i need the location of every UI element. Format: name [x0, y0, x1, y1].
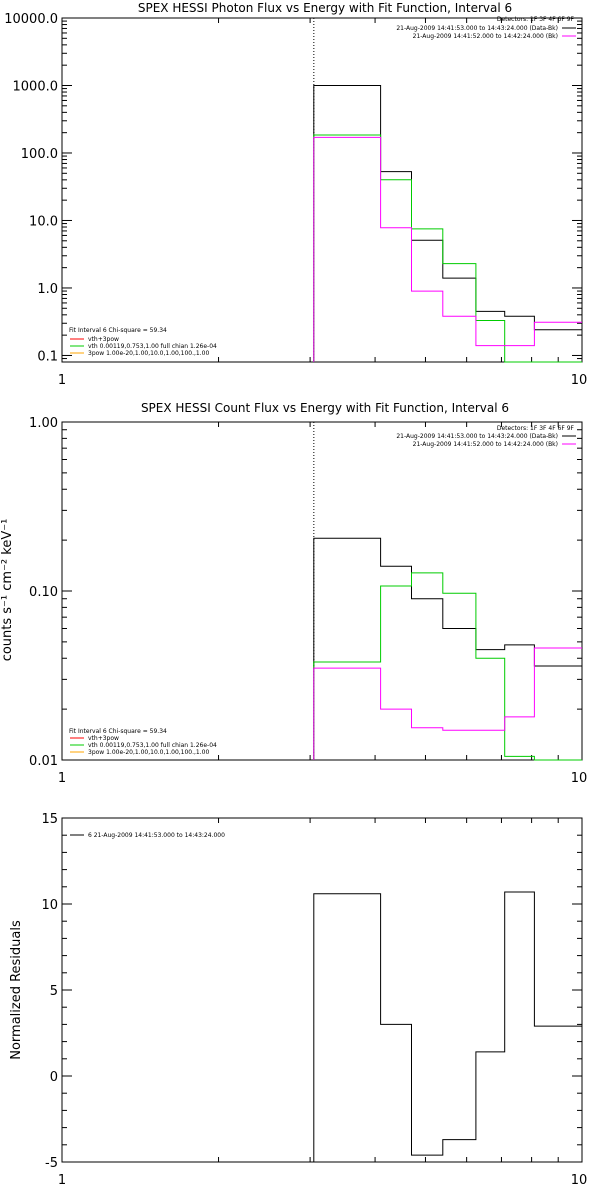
panel1-plot-frame [61, 17, 583, 363]
panel2-y-tick-label: 0.01 [29, 754, 58, 769]
panel3-x-tick-label: 10 [571, 1173, 588, 1188]
panel2-title: SPEX HESSI Count Flux vs Energy with Fit… [141, 401, 509, 415]
panel1-y-tick-label: 10.0 [29, 214, 58, 229]
panel1-top-legend-line-1: 21-Aug-2009 14:41:53.000 to 14:43:24.000… [396, 25, 558, 32]
panel1-series-2-steps [313, 134, 582, 363]
count-flux-plot: 1 10 0.01 0.10 1.00 [29, 416, 587, 786]
panel3-plot-frame [61, 817, 583, 1163]
panel2-series-2-steps [313, 572, 582, 761]
panel2-series-3-steps [313, 647, 582, 760]
panel1-top-legend-line-2: 21-Aug-2009 14:41:52.000 to 14:42:24.000… [413, 33, 558, 40]
panel1-series-3-steps [313, 136, 582, 362]
panel1-fit-legend-line-1: vth+3pow [88, 336, 119, 343]
panel2-ylabel: counts s⁻¹ cm⁻² keV⁻¹ [0, 519, 15, 662]
panel2-x-tick-label: 1 [58, 771, 66, 786]
residuals-plot: 1 10 -5 0 5 10 15 [41, 812, 587, 1188]
panel3-series-1-steps [313, 891, 582, 1162]
panel1-y-tick-label: 10000.0 [4, 12, 58, 27]
panel2-x-tick-label: 10 [571, 771, 588, 786]
panel2-fit-legend-line-2: vth 0.00119,0.753,1.00 full chian 1.26e-… [88, 742, 217, 749]
panel1-y-tick-label: 1.0 [37, 282, 58, 297]
panel1-series-1-steps [313, 85, 582, 362]
panel1-fit-legend-line-3: 3pow 1.00e-20,1.00,10.0,1.00,100.,1.00 [88, 350, 209, 357]
panel1-detectors: Detectors: 1F 3F 4F 6F 9F [497, 16, 575, 23]
panel1-fit-header: Fit Interval 6 Chi-square = 59.34 [69, 327, 167, 334]
panel2-series-1-steps [313, 537, 582, 760]
panel2-y-tick-label: 0.10 [29, 585, 58, 600]
panel3-y-tick-label: -5 [45, 1156, 58, 1171]
panel1-x-tick-label: 10 [571, 373, 588, 388]
panel3-ylabel: Normalized Residuals [9, 920, 24, 1060]
panel2-fit-legend-line-3: 3pow 1.00e-20,1.00,10.0,1.00,100.,1.00 [88, 749, 209, 756]
panel3-x-tick-label: 1 [58, 1173, 66, 1188]
photon-flux-plot: 1 10 0.1 1.0 10.0 100.0 1000.0 10000.0 [4, 12, 587, 388]
panel2-fit-header: Fit Interval 6 Chi-square = 59.34 [69, 728, 167, 735]
panel3-y-tick-label: 15 [41, 812, 58, 827]
panel2-top-legend-line-2: 21-Aug-2009 14:41:52.000 to 14:42:24.000… [413, 441, 558, 448]
panel3-y-tick-label: 5 [50, 984, 58, 999]
panel2-top-legend-line-1: 21-Aug-2009 14:41:53.000 to 14:43:24.000… [396, 433, 558, 440]
panel3-legend-line-1: 6 21-Aug-2009 14:41:53.000 to 14:43:24.0… [88, 832, 225, 839]
panel2-y-tick-label: 1.00 [29, 416, 58, 431]
panel1-y-tick-label: 0.1 [37, 349, 58, 364]
panel3-y-tick-label: 10 [41, 898, 58, 913]
panel1-y-tick-label: 1000.0 [13, 79, 59, 94]
panel1-y-tick-label: 100.0 [21, 147, 58, 162]
panel1-title: SPEX HESSI Photon Flux vs Energy with Fi… [138, 1, 512, 15]
panel2-detectors: Detectors: 1F 3F 4F 6F 9F [497, 425, 575, 432]
panel1-x-tick-label: 1 [58, 373, 66, 388]
panel2-fit-legend-line-1: vth+3pow [88, 735, 119, 742]
panel1-fit-legend-line-2: vth 0.00119,0.753,1.00 full chian 1.26e-… [88, 343, 217, 350]
panel2-plot-frame [61, 421, 583, 761]
panel3-y-tick-label: 0 [50, 1070, 58, 1085]
